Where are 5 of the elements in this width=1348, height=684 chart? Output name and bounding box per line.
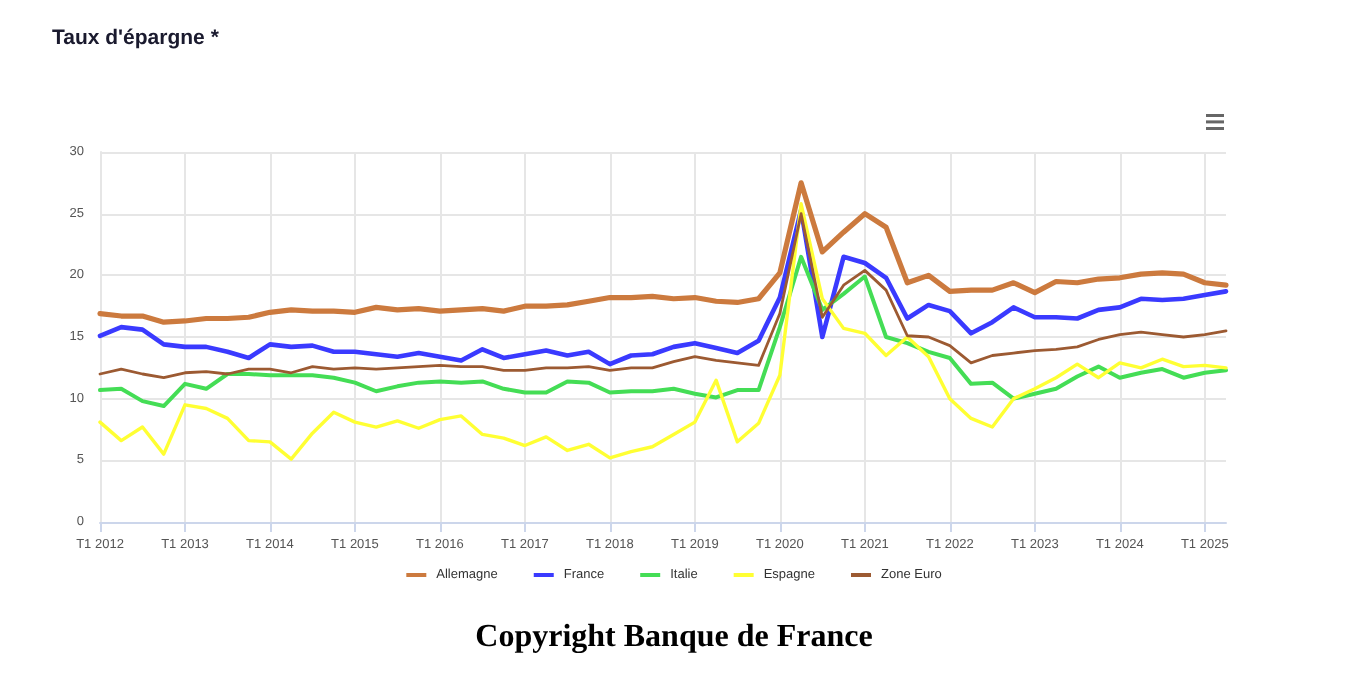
line-series — [98, 202, 1228, 461]
line-series — [98, 254, 1228, 409]
text: Copyright Banque de France — [473, 620, 875, 656]
chart-title: Taux d'épargne * — [52, 26, 219, 50]
line-series — [97, 180, 1229, 325]
